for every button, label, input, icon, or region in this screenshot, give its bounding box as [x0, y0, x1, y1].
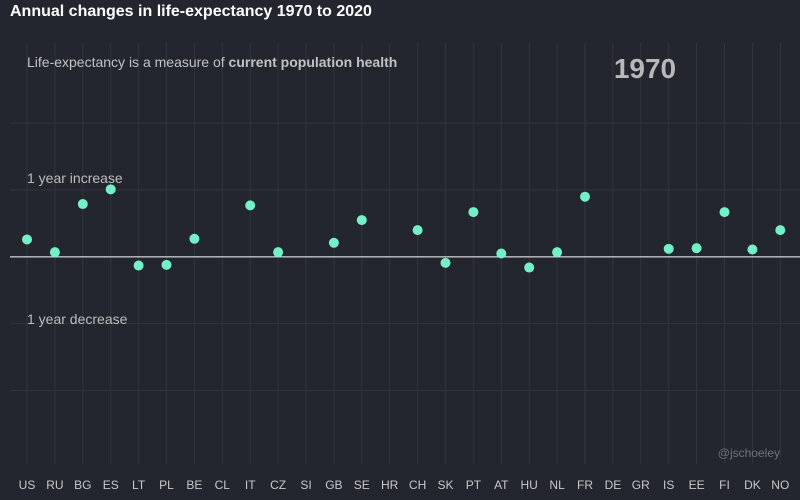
point-se[interactable]	[356, 215, 367, 226]
point-ru[interactable]	[49, 247, 60, 258]
tick-label-fr: FR	[577, 478, 593, 492]
tick-label-it: IT	[245, 478, 256, 492]
point-at[interactable]	[496, 248, 507, 259]
subtitle-prefix: Life-expectancy is a measure of	[27, 54, 229, 70]
tick-label-cl: CL	[215, 478, 231, 492]
tick-label-ru: RU	[46, 478, 63, 492]
chart-subtitle: Life-expectancy is a measure of current …	[27, 54, 397, 70]
credit-label: @jschoeley	[718, 446, 780, 460]
point-pl[interactable]	[161, 259, 172, 270]
x-tick-labels: US RU BG ES LT PL BE CL IT CZ SI GB SE HR CH SK PT AT HU NL…	[19, 478, 790, 492]
point-nl[interactable]	[552, 247, 563, 258]
tick-label-is: IS	[663, 478, 674, 492]
tick-label-gr: GR	[632, 478, 650, 492]
tick-label-hu: HU	[521, 478, 538, 492]
grid-layer	[10, 43, 800, 464]
point-sk[interactable]	[440, 257, 451, 268]
tick-label-de: DE	[605, 478, 622, 492]
tick-label-lt: LT	[132, 478, 146, 492]
point-no[interactable]	[775, 225, 786, 236]
tick-label-pl: PL	[159, 478, 174, 492]
tick-label-cz: CZ	[270, 478, 286, 492]
point-it[interactable]	[245, 200, 256, 211]
tick-label-nl: NL	[549, 478, 565, 492]
annotation-increase: 1 year increase	[27, 170, 123, 186]
tick-label-bg: BG	[74, 478, 91, 492]
point-cz[interactable]	[273, 247, 284, 258]
tick-label-si: SI	[300, 478, 311, 492]
tick-label-se: SE	[354, 478, 370, 492]
point-hu[interactable]	[524, 262, 535, 273]
point-bg[interactable]	[77, 199, 88, 210]
point-ee[interactable]	[691, 243, 702, 254]
tick-label-sk: SK	[437, 478, 453, 492]
tick-label-ch: CH	[409, 478, 426, 492]
point-fr[interactable]	[580, 191, 590, 202]
point-us[interactable]	[22, 234, 32, 245]
point-dk[interactable]	[747, 244, 758, 255]
tick-label-at: AT	[494, 478, 509, 492]
points-layer	[22, 184, 786, 273]
tick-label-pt: PT	[466, 478, 482, 492]
point-gb[interactable]	[328, 237, 339, 248]
point-fi[interactable]	[719, 207, 730, 218]
tick-label-gb: GB	[325, 478, 342, 492]
point-pt[interactable]	[468, 207, 479, 218]
point-ch[interactable]	[412, 225, 423, 236]
tick-label-dk: DK	[744, 478, 761, 492]
tick-label-us: US	[19, 478, 36, 492]
point-be[interactable]	[189, 233, 200, 244]
subtitle-bold: current population health	[229, 54, 398, 70]
tick-label-no: NO	[771, 478, 789, 492]
annotation-decrease: 1 year decrease	[27, 311, 128, 327]
tick-label-es: ES	[103, 478, 119, 492]
tick-label-hr: HR	[381, 478, 399, 492]
point-lt[interactable]	[133, 260, 144, 271]
point-es[interactable]	[105, 184, 116, 195]
tick-label-ee: EE	[689, 478, 705, 492]
year-label: 1970	[614, 53, 676, 84]
tick-label-be: BE	[186, 478, 202, 492]
point-is[interactable]	[663, 243, 674, 254]
tick-label-fi: FI	[719, 478, 730, 492]
chart-title: Annual changes in life-expectancy 1970 t…	[10, 3, 372, 20]
